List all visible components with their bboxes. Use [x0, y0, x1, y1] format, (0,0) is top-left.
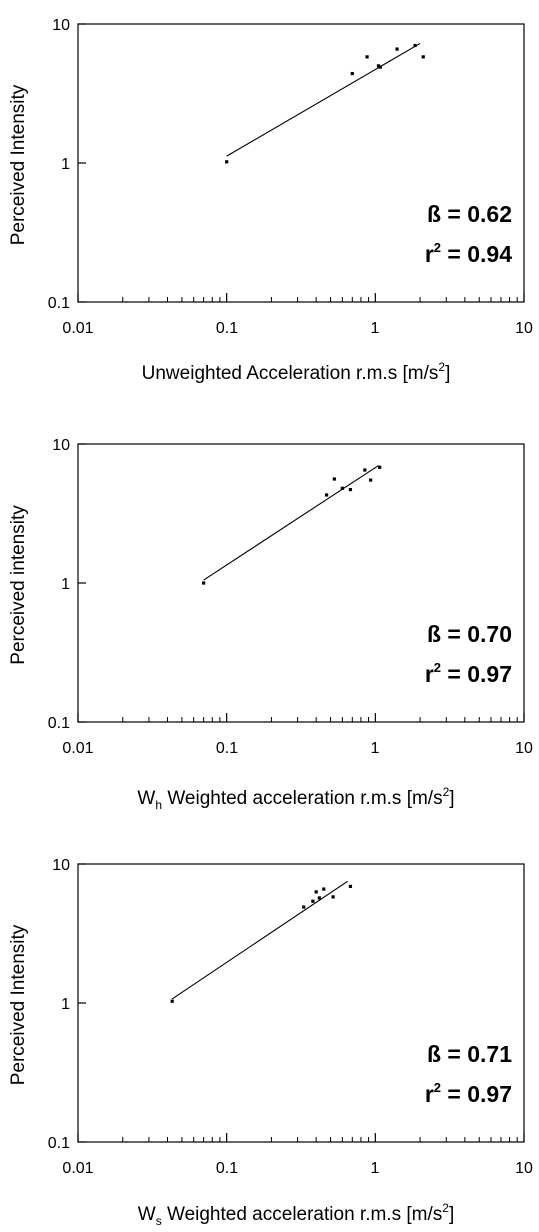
r-value: = 0.97: [441, 1081, 512, 1107]
data-point: [413, 43, 417, 48]
beta-stat: ß = 0.71: [427, 1041, 512, 1067]
y-tick-label: 0.1: [48, 1135, 70, 1152]
r-value: = 0.94: [441, 241, 512, 267]
r-superscript: 2: [434, 660, 441, 675]
x-label-prefix: W: [138, 1204, 156, 1225]
y-tick-label: 10: [52, 437, 70, 454]
data-point: [317, 896, 321, 900]
x-label-suffix: ]: [449, 1204, 454, 1225]
x-tick-label: 10: [515, 740, 533, 757]
data-point: [376, 64, 381, 68]
chart-marks: [202, 465, 382, 585]
data-point: [202, 581, 206, 585]
y-tick-label: 1: [61, 996, 70, 1013]
x-tick-label: 0.01: [62, 1160, 93, 1177]
x-axis-label: Wh Weighted acceleration r.m.s [m/s2]: [137, 785, 454, 812]
data-point: [348, 487, 353, 492]
data-point: [225, 160, 229, 164]
x-label-main: Weighted acceleration r.m.s [m/s: [162, 1204, 443, 1225]
y-axis-label: Perceived Intensity: [8, 924, 29, 1085]
fit-line: [171, 880, 348, 1000]
y-tick-label: 0.1: [48, 715, 70, 732]
x-tick-label: 1: [371, 320, 380, 337]
data-point: [378, 65, 382, 69]
data-point: [302, 905, 306, 909]
y-tick-label: 1: [61, 156, 70, 173]
chart-panel-wh-weighted: Perceived intensity 0.01 0.1 1 10 0.1 1 …: [8, 437, 533, 812]
x-tick-label: 0.1: [216, 320, 238, 337]
y-axis-label: Perceived intensity: [8, 505, 29, 665]
x-axis-label: Ws Weighted acceleration r.m.s [m/s2]: [138, 1201, 454, 1228]
x-axis-label: Unweighted Acceleration r.m.s [m/s2]: [142, 360, 451, 384]
data-point: [332, 477, 336, 481]
x-tick-label: 0.01: [62, 740, 93, 757]
r-symbol: r: [425, 661, 434, 687]
axis-ticks: [77, 23, 525, 303]
data-point: [363, 468, 367, 472]
data-point: [311, 899, 315, 903]
x-label-prefix: W: [137, 788, 155, 809]
data-point: [324, 493, 329, 497]
x-tick-label: 10: [515, 1160, 533, 1177]
x-tick-label: 10: [515, 320, 533, 337]
r-superscript: 2: [434, 240, 441, 255]
beta-stat: ß = 0.62: [427, 201, 512, 227]
chart-marks: [170, 880, 353, 1003]
data-point: [421, 55, 425, 59]
fit-line: [226, 42, 421, 157]
data-point: [365, 55, 369, 59]
r-superscript: 2: [434, 1080, 441, 1095]
fit-line: [203, 465, 379, 581]
chart-panel-ws-weighted: Perceived Intensity 0.01 0.1 1 10 0.1 1 …: [8, 857, 533, 1228]
x-label-sup: 2: [443, 785, 450, 799]
axis-ticks: [77, 443, 525, 723]
y-tick-label: 1: [61, 576, 70, 593]
r-value: = 0.97: [441, 661, 512, 687]
r2-stat: r2 = 0.94: [425, 240, 512, 267]
data-point: [378, 465, 382, 469]
chart-marks: [225, 42, 425, 164]
data-point: [170, 999, 174, 1003]
x-tick-label: 1: [371, 1160, 380, 1177]
x-label-sup: 2: [442, 1201, 449, 1215]
data-point: [314, 890, 318, 894]
y-axis-label: Perceived Intensity: [8, 84, 29, 245]
chart-panel-unweighted: Perceived Intensity 0.01 0.1 1 10 0.1 1 …: [8, 17, 533, 384]
data-point: [369, 478, 373, 482]
y-tick-label: 10: [52, 17, 70, 34]
x-label-sup: 2: [438, 360, 445, 374]
x-label-sub: s: [156, 1214, 162, 1228]
x-tick-label: 0.1: [216, 740, 238, 757]
r-symbol: r: [425, 241, 434, 267]
x-tick-label: 1: [371, 740, 380, 757]
y-tick-label: 10: [52, 857, 70, 874]
data-point: [395, 47, 399, 51]
y-tick-label: 0.1: [48, 295, 70, 312]
beta-stat: ß = 0.70: [427, 621, 512, 647]
r2-stat: r2 = 0.97: [425, 660, 512, 687]
x-label-main: Unweighted Acceleration r.m.s [m/s: [142, 363, 439, 384]
x-label-sub: h: [155, 798, 162, 812]
x-label-suffix: ]: [449, 788, 454, 809]
data-point: [348, 884, 353, 888]
data-point: [340, 486, 344, 490]
x-label-suffix: ]: [445, 363, 450, 384]
axis-ticks: [77, 863, 525, 1143]
x-label-main: Weighted acceleration r.m.s [m/s: [162, 788, 443, 809]
data-point: [322, 887, 326, 891]
r-symbol: r: [425, 1081, 434, 1107]
r2-stat: r2 = 0.97: [425, 1080, 512, 1107]
data-point: [350, 71, 354, 76]
x-tick-label: 0.01: [62, 320, 93, 337]
x-tick-label: 0.1: [216, 1160, 238, 1177]
data-point: [331, 895, 335, 899]
